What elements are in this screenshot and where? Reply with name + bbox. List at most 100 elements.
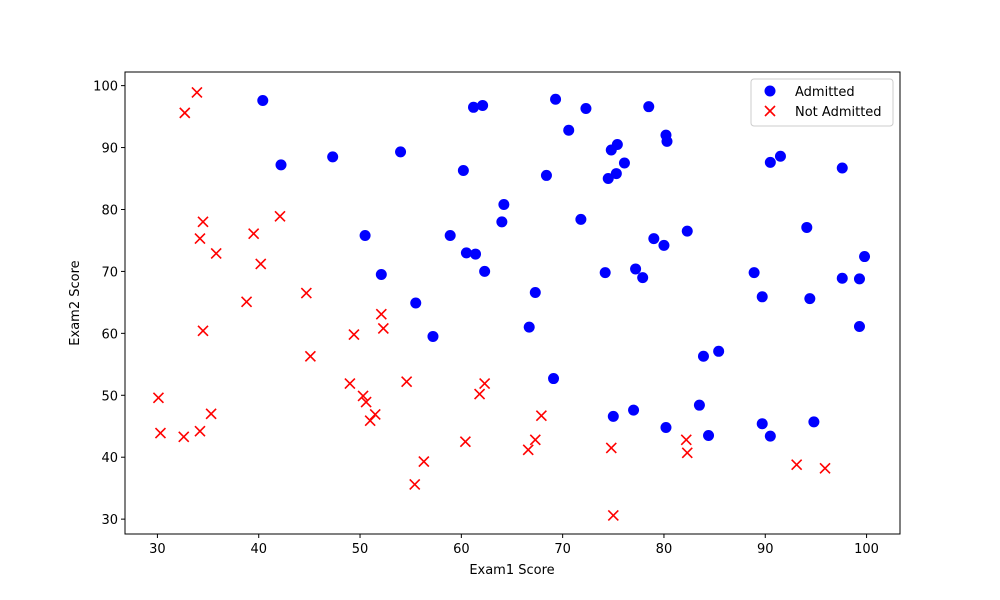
not-admitted-point — [152, 392, 164, 404]
admitted-point — [610, 168, 622, 180]
admitted-point — [257, 94, 269, 106]
y-tick-label: 50 — [101, 389, 118, 404]
not-admitted-point — [304, 350, 316, 362]
admitted-point — [703, 430, 715, 442]
not-admitted-point — [459, 436, 471, 448]
not-admitted-point — [418, 455, 430, 468]
not-admitted-point — [529, 434, 541, 446]
legend-box — [750, 78, 894, 127]
not-admitted-point — [300, 287, 312, 299]
not-admitted-point — [357, 390, 369, 402]
not-admitted-point — [474, 388, 486, 400]
admitted-point — [575, 213, 587, 225]
admitted-point — [697, 350, 709, 362]
not-admitted-point — [255, 258, 267, 270]
admitted-point — [658, 239, 670, 251]
admitted-point — [643, 101, 655, 113]
not-admitted-point — [248, 228, 260, 240]
legend: Admitted Not Admitted — [750, 78, 894, 127]
admitted-point — [523, 321, 535, 333]
not-admitted-point — [197, 325, 209, 337]
admitted-point — [580, 103, 592, 115]
y-tick-label: 60 — [101, 327, 118, 342]
admitted-point — [427, 330, 439, 342]
admitted-point — [628, 404, 640, 416]
admitted-point — [498, 199, 510, 211]
not-admitted-point — [344, 377, 356, 390]
admitted-point — [748, 267, 760, 279]
not-admitted-point — [179, 107, 191, 119]
x-tick-label: 90 — [757, 542, 774, 557]
not-admitted-point — [377, 322, 389, 334]
not-admitted-point — [607, 509, 619, 521]
admitted-point — [540, 169, 552, 181]
x-tick-label: 50 — [352, 542, 369, 557]
not-admitted-point — [197, 216, 209, 228]
not-admitted-point — [535, 410, 547, 422]
admitted-point — [550, 93, 562, 105]
admitted-point — [470, 248, 482, 260]
admitted-point — [756, 418, 768, 430]
admitted-point — [681, 225, 693, 237]
not-admitted-point — [191, 86, 203, 99]
not-admitted-point — [522, 444, 534, 456]
admitted-point — [637, 272, 649, 284]
admitted-point — [275, 159, 287, 171]
not-admitted-point — [194, 425, 206, 437]
not-admitted-point — [791, 459, 803, 471]
admitted-point — [853, 321, 865, 333]
not-admitted-point — [360, 396, 372, 408]
admitted-point — [764, 430, 776, 442]
admitted-point — [327, 151, 339, 163]
y-axis-ticks: 30 40 50 60 70 80 90 100 — [93, 80, 125, 528]
admitted-point — [375, 269, 387, 281]
legend-not-admitted-marker — [764, 105, 776, 117]
admitted-point — [756, 291, 768, 303]
admitted-point — [630, 263, 642, 275]
admitted-point — [764, 156, 776, 168]
not-admitted-point — [194, 233, 206, 245]
admitted-point — [648, 233, 660, 245]
y-tick-label: 90 — [101, 142, 118, 157]
admitted-point — [496, 216, 508, 228]
admitted-point — [479, 265, 491, 277]
legend-not-admitted-label: Not Admitted — [795, 105, 882, 120]
admitted-point — [563, 124, 575, 136]
not-admitted-point — [210, 247, 222, 260]
admitted-point — [774, 150, 786, 162]
y-tick-label: 100 — [93, 80, 118, 95]
admitted-point — [395, 146, 407, 158]
legend-admitted-marker — [764, 85, 776, 97]
admitted-point — [607, 410, 619, 422]
x-tick-label: 70 — [554, 542, 571, 557]
y-tick-label: 70 — [101, 265, 118, 280]
x-tick-label: 30 — [149, 542, 166, 557]
not-admitted-point — [375, 308, 387, 320]
not-admitted-point — [205, 408, 217, 420]
admitted-point — [808, 416, 820, 428]
x-tick-label: 80 — [656, 542, 673, 557]
y-tick-label: 80 — [101, 203, 118, 218]
not-admitted-point — [154, 427, 167, 439]
not-admitted-point — [409, 478, 421, 491]
not-admitted-point — [680, 434, 692, 446]
admitted-point — [548, 373, 560, 385]
y-tick-label: 40 — [101, 451, 118, 466]
admitted-point — [859, 251, 871, 263]
x-axis-ticks: 30 40 50 60 70 80 90 100 — [149, 534, 879, 557]
not-admitted-point — [401, 376, 413, 388]
not-admitted-point — [681, 447, 693, 459]
x-tick-label: 60 — [453, 542, 470, 557]
admitted-point — [457, 164, 469, 176]
x-tick-label: 40 — [250, 542, 267, 557]
y-tick-label: 30 — [101, 513, 118, 528]
not-admitted-point — [241, 296, 253, 308]
admitted-point — [693, 399, 705, 411]
plot-marks — [152, 86, 871, 521]
x-axis-label: Exam1 Score — [469, 563, 554, 578]
not-admitted-point — [364, 415, 376, 427]
x-tick-label: 100 — [854, 542, 879, 557]
admitted-point — [801, 221, 813, 233]
not-admitted-point — [819, 462, 831, 474]
